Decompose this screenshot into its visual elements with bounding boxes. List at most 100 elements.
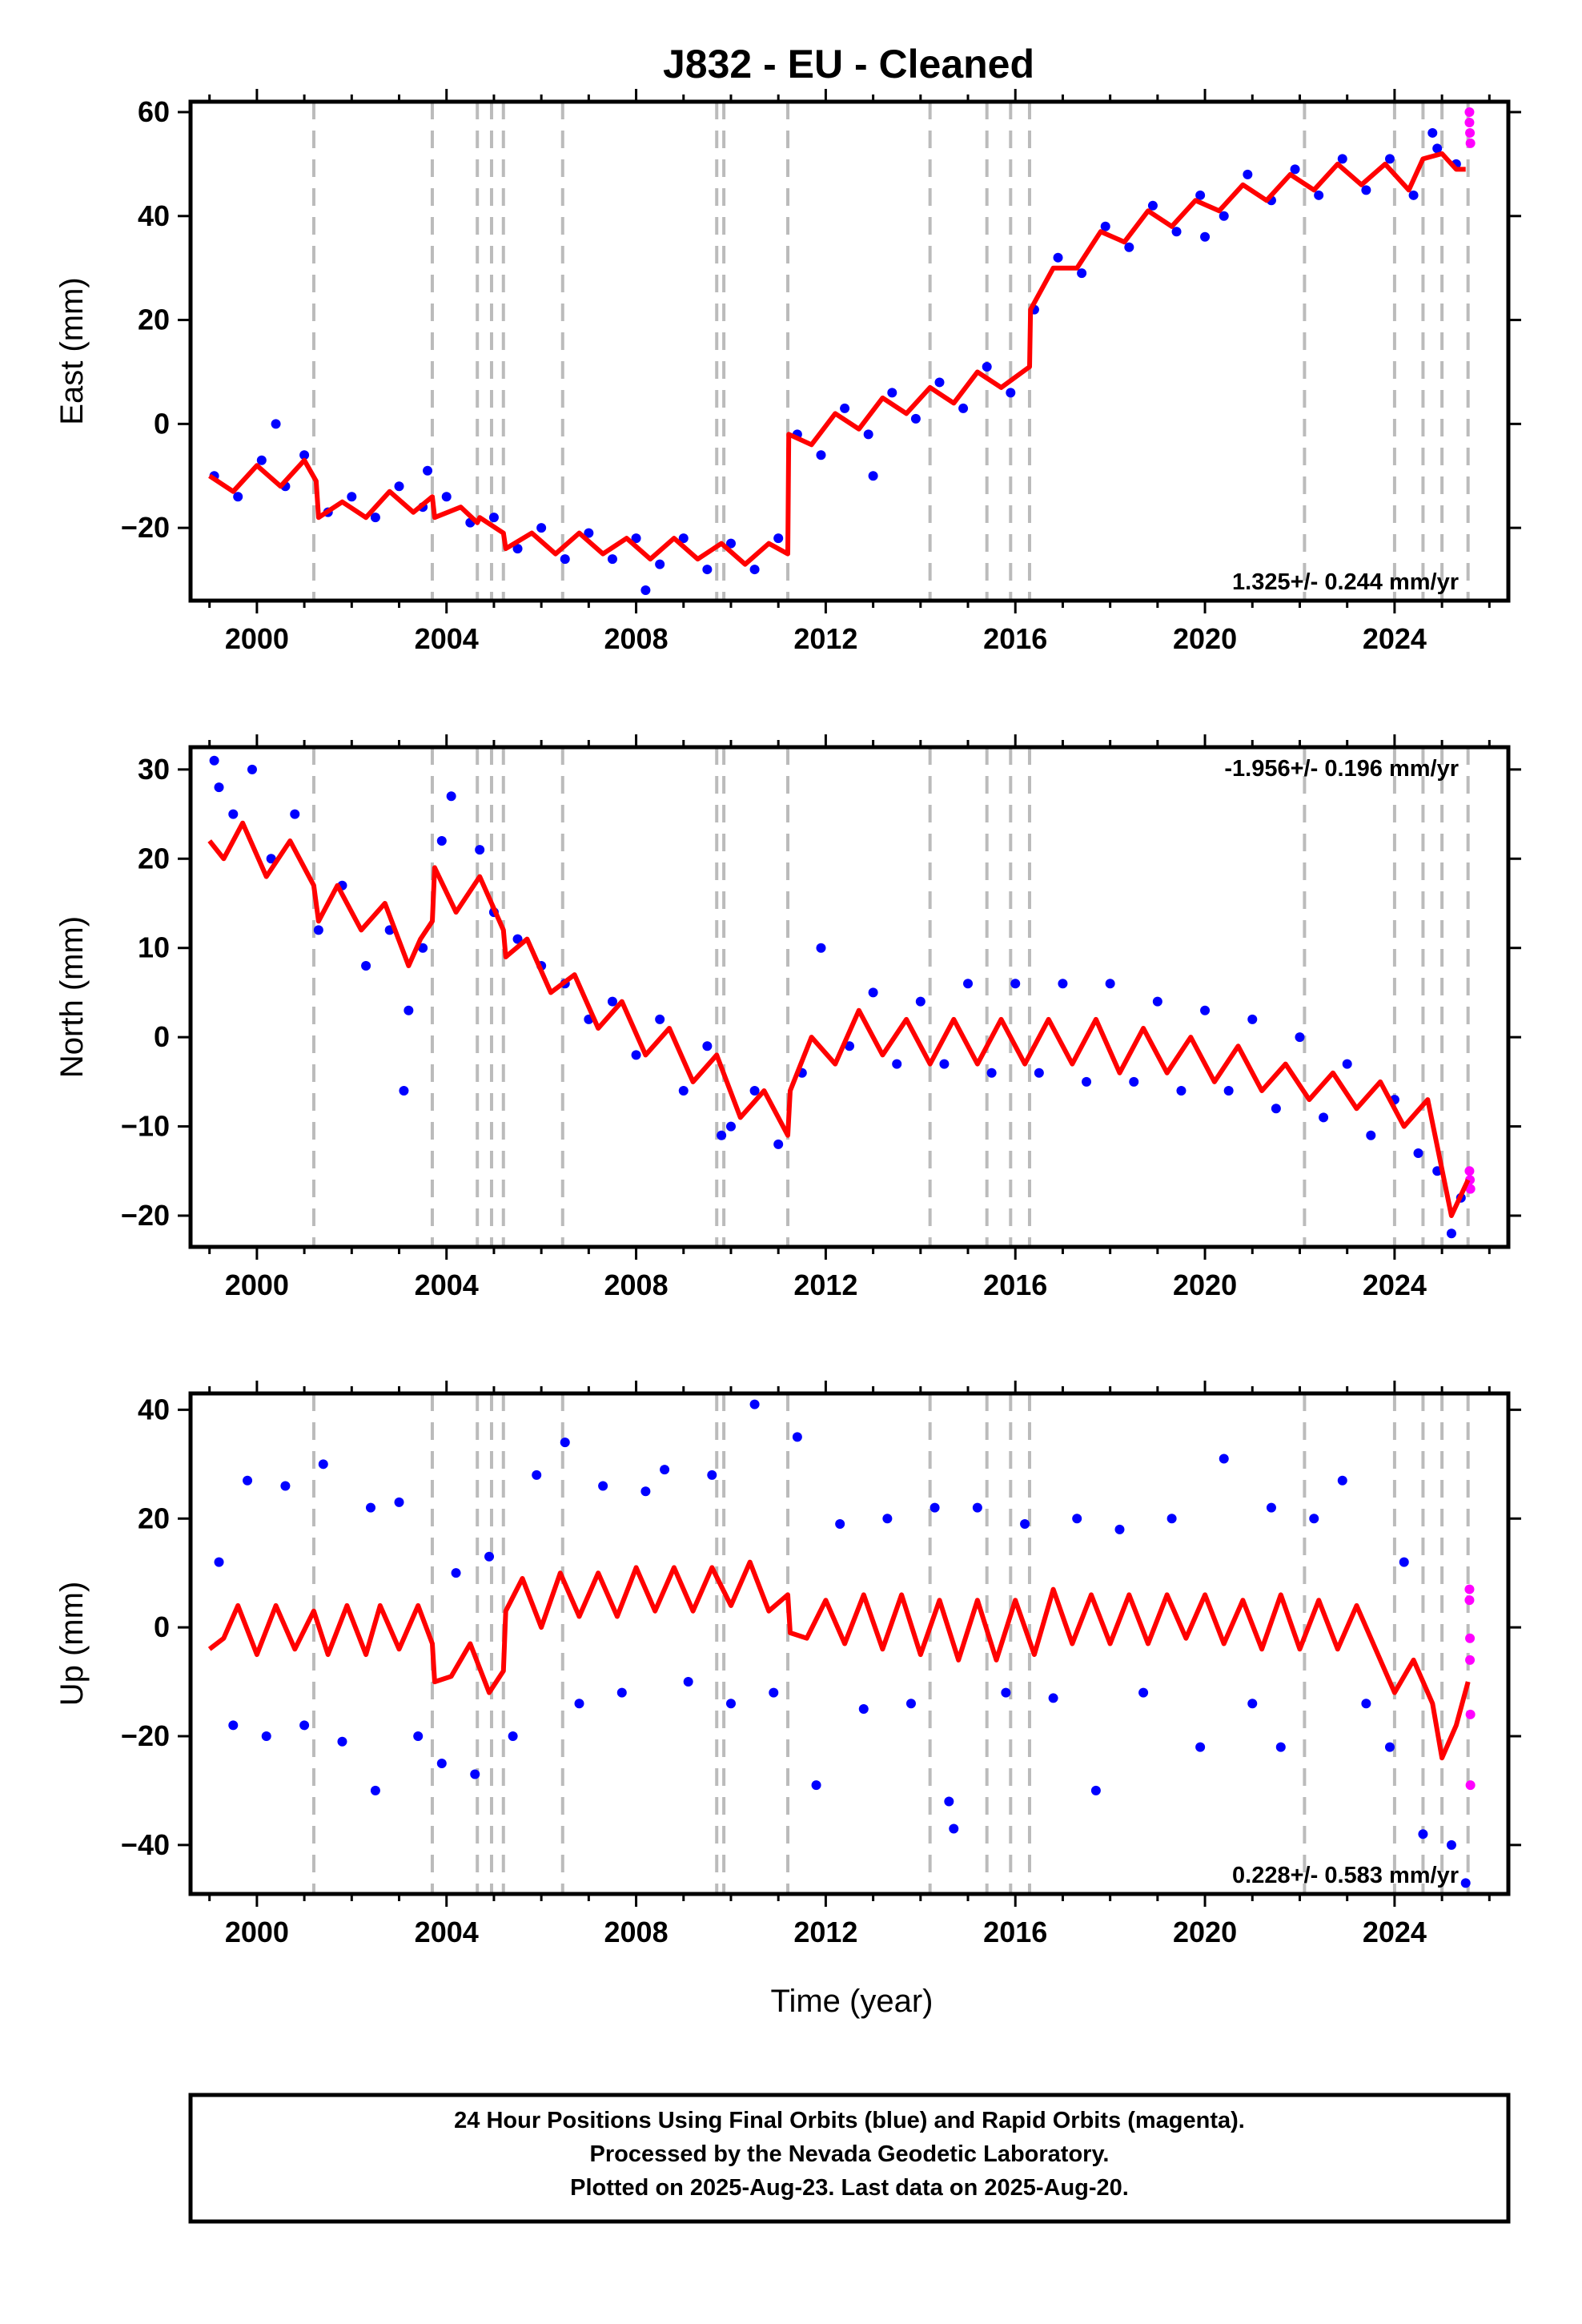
final-orbit-point [678,1086,689,1096]
y-tick-label: 60 [138,95,170,128]
x-tick-label: 2008 [604,1916,669,1948]
final-orbit-point [1271,1104,1281,1114]
final-orbit-point [725,538,736,549]
final-orbit-point [228,1720,239,1731]
x-tick-label: 2000 [225,622,289,655]
x-tick-label: 2000 [225,1269,289,1301]
final-orbit-point [811,1780,821,1791]
final-orbit-point [616,1687,627,1698]
final-orbit-point [910,413,921,424]
final-orbit-point [261,1731,271,1741]
final-orbit-point [1243,169,1253,179]
final-orbit-point [1152,996,1162,1007]
model-trend-line [207,820,1471,1218]
rapid-orbit-point [1465,138,1476,148]
final-orbit-point [1001,1687,1011,1698]
final-orbit-point [512,544,523,554]
y-tick-label: −20 [121,1199,170,1232]
final-orbit-point [773,1139,784,1149]
final-orbit-point [214,1557,224,1567]
final-orbit-point [1138,1687,1149,1698]
final-orbit-point [1166,1514,1177,1524]
final-orbit-point [243,1475,253,1486]
rapid-orbit-point [1464,1595,1475,1606]
final-orbit-point [470,1769,480,1779]
x-tick-label: 2004 [415,1916,479,1948]
final-orbit-point [423,465,433,476]
final-orbit-point [399,1086,409,1096]
final-orbit-point [1399,1557,1409,1567]
footer-frame [188,2093,1511,2224]
x-tick-label: 2012 [793,622,857,655]
final-orbit-point [247,764,257,774]
final-orbit-point [1082,1076,1092,1087]
x-tick-label: 2012 [793,1916,857,1948]
y-axis-title: East (mm) [54,277,90,424]
final-orbit-point [631,533,641,544]
final-orbit-point [484,1551,495,1562]
rapid-orbit-point [1465,127,1476,138]
final-orbit-point [1366,1130,1376,1140]
final-orbit-point [773,533,784,544]
final-orbit-point [958,403,969,413]
x-tick-label: 2016 [983,1269,1047,1301]
final-orbit-point [1020,1519,1030,1530]
final-orbit-point [887,388,897,398]
chart-title: J832 - EU - Cleaned [663,42,1034,86]
final-orbit-point [949,1823,959,1834]
final-orbit-point [280,1481,291,1491]
rapid-orbit-point [1465,1780,1476,1791]
rapid-orbit-point [1464,1166,1475,1176]
final-orbit-point [271,419,281,429]
final-orbit-point [1342,1059,1352,1069]
final-orbit-point [944,1796,954,1807]
final-orbit-point [404,1005,414,1015]
final-orbit-point [1219,1454,1229,1464]
final-orbit-point [717,1130,727,1140]
final-orbit-point [214,782,224,793]
final-orbit-point [512,934,523,944]
y-tick-label: 0 [154,407,170,440]
final-orbit-point [451,1568,461,1578]
final-orbit-point [436,836,447,846]
x-tick-label: 2024 [1363,1269,1427,1301]
final-orbit-point [1247,1014,1258,1024]
final-orbit-point [574,1699,584,1709]
footer-line-1: 24 Hour Positions Using Final Orbits (bl… [454,2108,1245,2133]
final-orbit-point [972,1502,982,1513]
final-orbit-point [560,554,570,565]
final-orbit-point [532,1470,542,1480]
final-orbit-point [1077,268,1087,279]
final-orbit-point [290,809,300,819]
final-orbit-point [299,450,310,460]
final-orbit-point [446,791,456,802]
rapid-orbit-point [1464,1584,1475,1594]
final-orbit-point [1006,388,1016,398]
final-orbit-point [318,1459,328,1470]
final-orbit-point [882,1514,893,1524]
final-orbit-point [1361,1699,1371,1709]
final-orbit-point [678,533,689,544]
x-tick-label: 2008 [604,1269,669,1301]
x-tick-label: 2024 [1363,1916,1427,1948]
final-orbit-point [436,1758,447,1768]
final-orbit-point [1290,164,1300,175]
x-tick-label: 2020 [1173,1269,1237,1301]
footer-line-3: Plotted on 2025-Aug-23. Last data on 202… [570,2175,1129,2201]
final-orbit-point [1418,1829,1428,1839]
final-orbit-point [769,1687,779,1698]
final-orbit-point [508,1731,518,1741]
rapid-orbit-point [1464,117,1475,127]
final-orbit-point [1460,1878,1471,1888]
final-orbit-point [905,1699,916,1709]
final-orbit-point [840,403,850,413]
final-orbit-point [1195,1742,1206,1752]
final-orbit-point [1427,127,1438,138]
y-tick-label: −10 [121,1110,170,1143]
final-orbit-point [930,1502,940,1513]
footer-box: 24 Hour Positions Using Final Orbits (bl… [188,2093,1511,2224]
final-orbit-point [660,1465,670,1475]
y-tick-label: 30 [138,753,170,786]
final-orbit-point [1446,1839,1456,1850]
